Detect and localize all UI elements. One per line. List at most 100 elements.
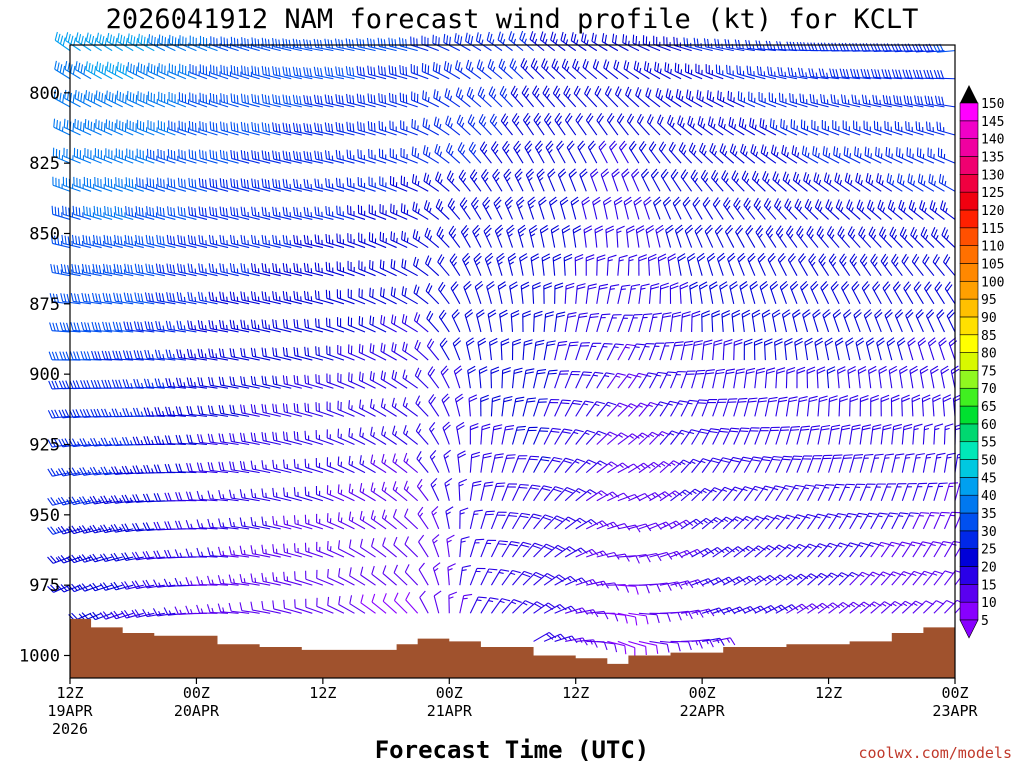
wind-barb — [189, 64, 208, 80]
wind-barb — [401, 258, 418, 277]
colorbar-label: 35 — [981, 507, 997, 522]
wind-barb — [743, 397, 758, 417]
wind-barb — [250, 488, 271, 502]
wind-barb — [272, 403, 292, 417]
wind-barb — [863, 120, 882, 136]
wind-barb — [282, 150, 302, 164]
wind-barb — [638, 640, 659, 654]
wind-barb — [199, 64, 218, 80]
wind-barb — [943, 423, 954, 445]
wind-barb — [218, 348, 239, 361]
wind-barb — [186, 434, 208, 446]
wind-barb — [189, 35, 208, 52]
wind-barb — [219, 319, 239, 333]
wind-barb — [785, 225, 798, 248]
wind-barb — [229, 461, 250, 474]
wind-barb — [293, 234, 313, 249]
colorbar-swatch — [959, 477, 979, 496]
wind-barb — [418, 534, 429, 558]
wind-barb — [272, 347, 292, 361]
colorbar-label: 145 — [981, 115, 1004, 130]
wind-barb — [272, 206, 292, 220]
wind-barb — [772, 171, 787, 192]
wind-barb — [896, 173, 914, 192]
wind-barb — [282, 178, 302, 192]
wind-barb — [785, 396, 798, 417]
wind-barb — [617, 373, 638, 389]
wind-barb — [70, 322, 92, 333]
wind-barb — [199, 121, 218, 136]
chart-title: 2026041912 NAM forecast wind profile (kt… — [106, 4, 919, 35]
wind-barb — [314, 234, 334, 249]
wind-barb — [382, 565, 397, 586]
wind-barb — [606, 432, 629, 445]
wind-barb — [111, 466, 134, 475]
wind-barb — [315, 458, 334, 474]
wind-barb — [566, 140, 577, 164]
wind-barb — [197, 405, 218, 417]
colorbar: 5101520253035404550556065707580859095100… — [959, 85, 1004, 639]
wind-barb — [411, 174, 429, 192]
wind-barb — [829, 68, 850, 80]
wind-barb — [868, 365, 877, 389]
wind-barb — [480, 394, 489, 417]
wind-barb — [532, 85, 545, 108]
wind-barb — [303, 178, 323, 192]
wind-barb — [47, 438, 71, 448]
x-tick-label: 12Z — [56, 684, 83, 702]
colorbar-label: 130 — [981, 168, 1004, 183]
wind-barb — [733, 197, 745, 220]
wind-barb — [123, 292, 144, 305]
wind-barb — [336, 205, 355, 220]
wind-barb — [124, 263, 144, 277]
wind-barb — [701, 487, 723, 502]
wind-barb — [817, 395, 828, 417]
wind-barb — [554, 282, 564, 304]
wind-barb — [912, 453, 925, 473]
wind-barb — [497, 281, 507, 304]
wind-barb — [863, 309, 873, 333]
wind-barb — [379, 287, 397, 305]
wind-barb — [79, 467, 102, 476]
wind-barb — [217, 603, 239, 614]
wind-barb — [511, 113, 524, 136]
wind-barb — [229, 234, 250, 249]
wind-barb — [826, 226, 840, 248]
wind-barb — [832, 309, 842, 333]
wind-barb — [185, 519, 207, 530]
wind-barb — [357, 121, 376, 136]
wind-barb — [778, 92, 798, 108]
wind-barb — [131, 551, 155, 561]
wind-barb — [370, 454, 387, 474]
wind-barb — [326, 373, 345, 389]
wind-barb — [514, 168, 524, 192]
wind-barb — [412, 201, 429, 220]
wind-barb — [894, 121, 914, 136]
wind-barb — [733, 486, 754, 502]
wind-barb — [196, 547, 218, 558]
wind-barb — [167, 177, 187, 192]
wind-barb — [144, 321, 165, 333]
wind-barb — [925, 121, 945, 136]
wind-barb — [755, 225, 766, 248]
wind-barb — [239, 517, 260, 530]
wind-barb — [649, 491, 672, 502]
wind-barb — [806, 425, 821, 445]
wind-barb — [509, 281, 518, 304]
wind-barb — [520, 57, 534, 80]
wind-barb — [411, 118, 429, 136]
wind-barb — [313, 66, 334, 80]
wind-barb — [543, 282, 553, 304]
wind-barb — [443, 33, 461, 52]
wind-barb — [326, 485, 345, 502]
colorbar-swatch — [959, 174, 979, 193]
wind-barb — [817, 602, 841, 614]
wind-barb — [594, 225, 604, 248]
colorbar-label: 20 — [981, 561, 997, 576]
wind-barb — [70, 292, 92, 305]
wind-barb — [449, 253, 461, 276]
wind-barb — [603, 59, 619, 80]
wind-barb — [207, 405, 229, 417]
wind-barb — [838, 483, 855, 501]
